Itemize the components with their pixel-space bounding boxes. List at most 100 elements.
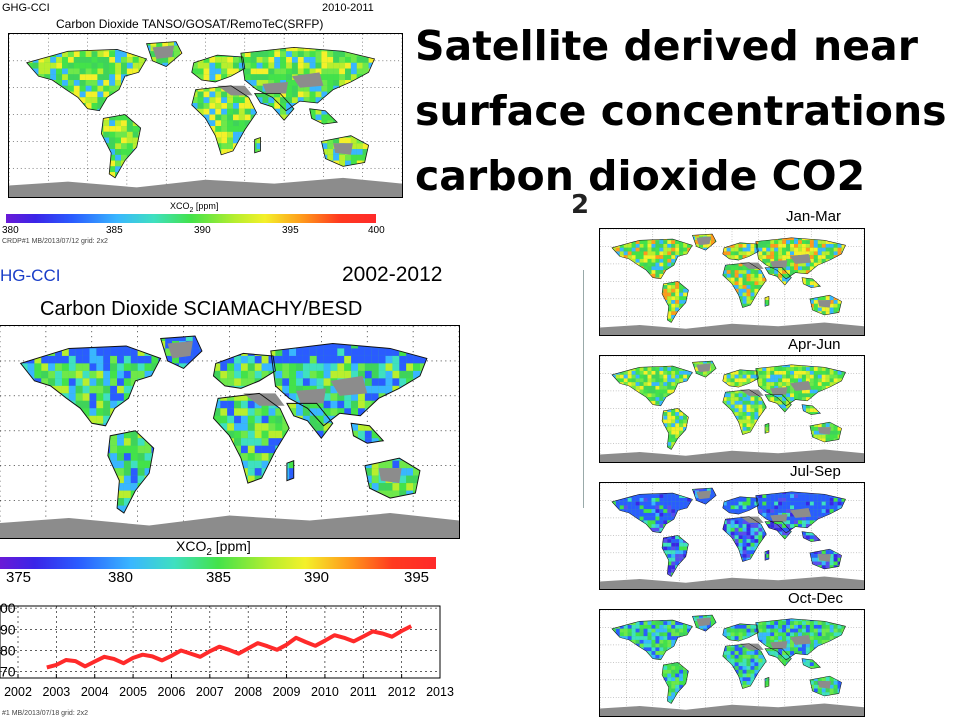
xco2-pixel <box>172 415 180 424</box>
xco2-pixel <box>374 57 375 63</box>
trend-x-tick-label: 2005 <box>119 685 147 699</box>
xco2-pixel <box>110 438 118 446</box>
xco2-pixel <box>604 263 608 267</box>
xco2-pixel <box>778 229 782 233</box>
xco2-pixel <box>623 285 628 289</box>
xco2-pixel <box>448 363 455 370</box>
xco2-pixel <box>144 85 151 92</box>
xco2-pixel <box>151 475 159 484</box>
xco2-pixel <box>61 408 69 416</box>
xco2-pixel <box>821 266 826 271</box>
xco2-pixel <box>132 45 139 52</box>
xco2-pixel <box>371 408 379 416</box>
xco2-pixel <box>448 476 455 483</box>
xco2-pixel <box>734 247 739 252</box>
xco2-pixel <box>399 355 407 364</box>
xco2-pixel <box>132 57 139 63</box>
xco2-pixel <box>309 505 317 514</box>
xco2-pixel <box>261 453 269 461</box>
xco2-pixel <box>631 258 636 263</box>
xco2-pixel <box>7 348 14 355</box>
xco2-pixel <box>132 97 139 104</box>
xco2-pixel <box>192 460 200 469</box>
xco2-pixel <box>374 41 375 46</box>
xco2-pixel <box>96 335 104 341</box>
xco2-pixel <box>75 355 83 364</box>
xco2-pixel <box>203 172 210 178</box>
xco2-pixel <box>38 85 45 92</box>
xco2-pixel <box>186 513 193 520</box>
xco2-pixel <box>303 41 310 46</box>
xco2-pixel <box>256 85 263 92</box>
xco2-pixel <box>611 262 616 267</box>
xco2-pixel <box>817 266 822 271</box>
xco2-pixel <box>344 370 352 379</box>
xco2-pixel <box>386 74 392 80</box>
xco2-pixel <box>27 408 35 416</box>
xco2-pixel <box>330 348 338 356</box>
xco2-pixel <box>315 57 322 63</box>
xco2-pixel <box>675 243 680 248</box>
xco2-pixel <box>213 415 221 424</box>
xco2-pixel <box>841 277 846 282</box>
xco2-pixel <box>132 80 139 86</box>
xco2-pixel <box>9 46 15 52</box>
xco2-pixel <box>742 277 747 282</box>
xco2-pixel <box>351 355 359 364</box>
xco2-pixel <box>734 273 739 278</box>
xco2-pixel <box>356 120 363 127</box>
xco2-pixel <box>280 74 287 81</box>
xco2-pixel <box>156 172 163 178</box>
xco2-pixel <box>846 240 850 244</box>
xco2-pixel <box>220 385 228 394</box>
xco2-pixel <box>117 378 124 386</box>
xco2-pixel <box>714 273 719 278</box>
xco2-pixel <box>203 103 210 109</box>
xco2-pixel <box>754 281 759 286</box>
xco2-pixel <box>185 149 192 155</box>
xco2-pixel <box>268 80 275 86</box>
xco2-pixel <box>362 41 369 46</box>
xco2-pixel <box>172 335 180 341</box>
xco2-pixel <box>710 255 715 259</box>
xco2-pixel <box>631 255 636 259</box>
xco2-pixel <box>778 266 783 271</box>
xco2-pixel <box>611 258 612 263</box>
xco2-pixel <box>351 445 359 454</box>
xco2-pixel <box>91 137 98 144</box>
xco2-pixel <box>369 34 375 40</box>
xco2-pixel <box>289 460 297 469</box>
xco2-pixel <box>687 255 692 259</box>
xco2-pixel <box>41 505 49 514</box>
xco2-pixel <box>296 355 303 364</box>
xco2-pixel <box>262 160 269 167</box>
xco2-pixel <box>386 40 392 46</box>
xco2-pixel <box>21 34 27 40</box>
xco2-pixel <box>44 97 51 104</box>
xco2-pixel <box>130 340 138 349</box>
coastline-madagascar <box>254 137 261 154</box>
xco2-pixel <box>392 483 400 491</box>
xco2-pixel <box>738 281 743 286</box>
xco2-pixel <box>351 498 359 506</box>
xco2-pixel <box>786 288 791 293</box>
xco2-pixel <box>441 498 448 505</box>
xco2-pixel <box>213 393 221 401</box>
xco2-pixel <box>144 498 152 506</box>
xco2-pixel <box>750 236 755 241</box>
xco2-pixel <box>274 108 281 115</box>
xco2-pixel <box>801 240 806 244</box>
xco2-pixel <box>244 172 251 178</box>
xco2-pixel <box>126 85 133 92</box>
xco2-pixel <box>15 69 21 75</box>
xco2-pixel <box>127 178 133 184</box>
xco2-pixel <box>679 236 684 241</box>
xco2-pixel <box>179 154 186 161</box>
xco2-pixel <box>268 120 275 127</box>
xco2-pixel <box>846 263 850 267</box>
xco2-pixel <box>303 62 310 69</box>
xco2-pixel <box>61 370 69 379</box>
xco2-pixel <box>132 74 139 81</box>
xco2-pixel <box>846 285 850 289</box>
xco2-pixel <box>109 143 116 150</box>
